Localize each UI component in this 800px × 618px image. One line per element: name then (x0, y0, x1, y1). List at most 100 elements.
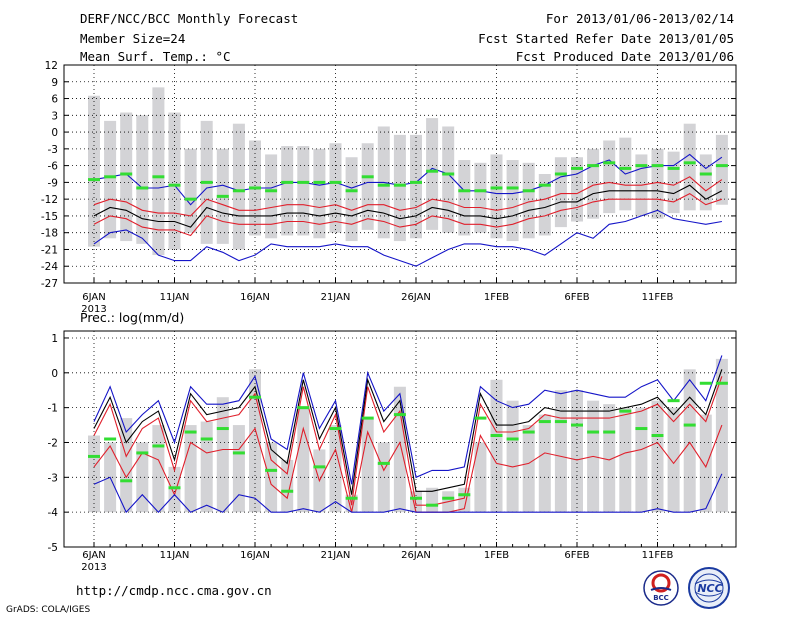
header-period: For 2013/01/06-2013/02/14 (545, 11, 734, 26)
prec-marker (232, 451, 245, 455)
temp-bar (715, 134, 728, 205)
temp-series-min (93, 209, 722, 267)
temp-bar (184, 148, 197, 233)
prec-marker (281, 489, 294, 493)
temp-marker (474, 189, 487, 193)
header-title: DERF/NCC/BCC Monthly Forecast (80, 11, 299, 26)
temp-marker (168, 183, 181, 187)
prec-marker (426, 503, 439, 507)
temp-xtick-label: 21JAN (321, 292, 351, 303)
temp-ytick-label: -21 (41, 244, 58, 256)
prec-bar (377, 442, 390, 513)
prec-bar (297, 407, 310, 513)
temp-ytick-label: -27 (41, 278, 58, 290)
temp-marker (635, 164, 648, 168)
temp-marker (587, 164, 600, 168)
temp-series-max (93, 153, 723, 206)
prec-marker (699, 381, 712, 385)
prec-bar (329, 425, 342, 513)
prec-bar (490, 379, 503, 513)
temp-bar (104, 120, 117, 239)
prec-xtick-label: 6JAN (82, 550, 105, 561)
prec-marker (168, 486, 181, 490)
temp-marker (377, 183, 390, 187)
temp-bar (603, 140, 616, 214)
prec-marker (619, 409, 632, 413)
footer-url[interactable]: http://cmdp.ncc.cma.gov.cn (76, 583, 272, 598)
prec-series-min (93, 473, 723, 514)
prec-marker (329, 427, 342, 431)
prec-bar (410, 491, 422, 513)
temp-bar (168, 112, 181, 250)
prec-marker (184, 430, 197, 434)
temp-marker (329, 180, 342, 184)
prec-bar (232, 425, 245, 513)
temp-bar (506, 160, 519, 242)
temp-bar (120, 112, 133, 242)
temp-marker (120, 172, 133, 176)
temp-year-label: 2013 (81, 304, 106, 315)
prec-bar (136, 442, 149, 513)
temp-marker (104, 175, 117, 179)
temp-ytick-label: 0 (51, 127, 58, 139)
prec-marker (297, 406, 310, 410)
prec-bar (361, 418, 374, 513)
temp-marker (619, 166, 632, 170)
prec-xtick-label: 6FEB (564, 550, 589, 561)
prec-marker (410, 496, 422, 500)
prec-xtick-label: 11FEB (642, 550, 674, 561)
temp-bar (667, 151, 680, 214)
prec-bar (506, 400, 519, 513)
temp-marker (699, 172, 712, 176)
prec-bar (715, 358, 728, 513)
temp-marker (506, 186, 519, 190)
temp-bar (683, 123, 696, 211)
prec-marker (538, 420, 551, 424)
prec-bar (265, 442, 278, 513)
temp-marker (216, 194, 229, 198)
temp-bar (393, 134, 406, 242)
prec-ytick-label: 1 (51, 333, 58, 345)
temp-marker (184, 197, 197, 201)
prec-ytick-label: -5 (48, 542, 58, 554)
prec-ytick-label: -2 (48, 437, 58, 449)
temp-bar (474, 162, 487, 233)
temp-bar (442, 126, 455, 233)
temp-marker (88, 178, 100, 182)
header-produced: Fcst Produced Date 2013/01/06 (515, 49, 734, 64)
prec-marker (651, 434, 664, 438)
precipitation-panel: 1 0 -1 -2 -3 -4 -5 6JAN 11JAN 16JAN 21JAN 26JAN 1FEB… (48, 310, 737, 573)
temp-bar (490, 154, 503, 239)
temp-bar (88, 95, 100, 247)
prec-marker (554, 420, 567, 424)
temp-marker (393, 183, 406, 187)
temp-series-lower (93, 192, 723, 237)
temp-bar (232, 123, 245, 250)
temp-marker (715, 164, 728, 168)
prec-bar (554, 390, 567, 513)
temp-ytick-label: 12 (45, 60, 58, 72)
header-started: Fcst Started Refer Date 2013/01/05 (478, 31, 734, 46)
temp-xtick-label: 6FEB (564, 292, 589, 303)
bcc-logo-text: BCC (653, 594, 669, 602)
prec-marker (635, 427, 648, 431)
prec-marker (474, 416, 487, 420)
temp-xtick-label: 26JAN (401, 292, 431, 303)
prec-series-upper (93, 376, 723, 506)
prec-marker (667, 399, 680, 403)
temp-marker (426, 169, 439, 173)
prec-xtick-label: 16JAN (240, 550, 270, 561)
temp-marker (361, 175, 374, 179)
prec-bar (683, 369, 696, 513)
temperature-panel: 12 9 6 3 0 -3 -6 -9 -12 -15 -18 -21 -24 -27 6JAN 11JAN 1… (41, 60, 737, 315)
temp-bar (410, 134, 422, 239)
prec-marker (683, 423, 696, 427)
prec-marker (715, 381, 728, 385)
prec-marker (88, 454, 100, 458)
temp-marker (603, 161, 616, 165)
prec-marker (490, 434, 503, 438)
prec-bar (200, 421, 213, 513)
prec-panel-title: Prec.: log(mm/d) (80, 310, 184, 325)
temp-bar (265, 154, 278, 239)
prec-bar (184, 425, 197, 513)
